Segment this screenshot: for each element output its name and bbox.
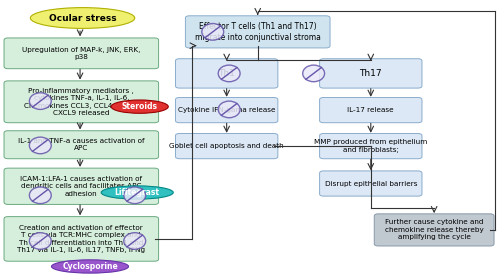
- Ellipse shape: [30, 7, 134, 28]
- Text: Effector T cells (Th1 and Th17)
migrate into conjunctival stroma: Effector T cells (Th1 and Th17) migrate …: [195, 22, 320, 42]
- Text: Ocular stress: Ocular stress: [48, 14, 116, 22]
- Text: Th17: Th17: [360, 69, 382, 78]
- Ellipse shape: [101, 186, 173, 199]
- Ellipse shape: [124, 187, 146, 204]
- Text: MMP produced from epithelium
and fibroblasts;: MMP produced from epithelium and fibrobl…: [314, 139, 428, 153]
- FancyBboxPatch shape: [186, 16, 330, 48]
- Text: Creation and activation of effector
T cells via TCR:MHC complex and
Th cell diff: Creation and activation of effector T ce…: [17, 225, 146, 253]
- FancyBboxPatch shape: [4, 38, 158, 69]
- Text: Th1: Th1: [218, 69, 235, 78]
- Ellipse shape: [124, 233, 146, 249]
- FancyBboxPatch shape: [176, 59, 278, 88]
- FancyBboxPatch shape: [320, 171, 422, 196]
- FancyBboxPatch shape: [4, 168, 158, 204]
- Ellipse shape: [30, 233, 51, 249]
- Text: Lifitegrast: Lifitegrast: [114, 188, 160, 197]
- Text: Pro-inflammatory mediators ,
cytokines TNF-a, IL-1, IL-6,
Chemokines CCL3, CCL4,: Pro-inflammatory mediators , cytokines T…: [24, 88, 138, 116]
- FancyBboxPatch shape: [374, 214, 494, 246]
- Ellipse shape: [52, 260, 128, 273]
- Ellipse shape: [30, 93, 51, 109]
- FancyBboxPatch shape: [320, 59, 422, 88]
- Ellipse shape: [202, 24, 224, 40]
- FancyBboxPatch shape: [4, 217, 158, 261]
- Text: Goblet cell apoptosis and death: Goblet cell apoptosis and death: [170, 143, 284, 149]
- Text: Cyclosporine: Cyclosporine: [62, 262, 118, 271]
- FancyBboxPatch shape: [4, 131, 158, 159]
- Ellipse shape: [30, 137, 51, 154]
- FancyBboxPatch shape: [176, 98, 278, 123]
- Text: ICAM-1:LFA-1 causes activation of
dendritic cells and facilitates APC
adhesion: ICAM-1:LFA-1 causes activation of dendri…: [20, 176, 142, 197]
- FancyBboxPatch shape: [4, 81, 158, 123]
- Text: Cytokine IFN-gama release: Cytokine IFN-gama release: [178, 107, 276, 113]
- Ellipse shape: [111, 100, 168, 113]
- FancyBboxPatch shape: [320, 134, 422, 159]
- Text: Disrupt epithelial barriers: Disrupt epithelial barriers: [324, 181, 417, 186]
- FancyBboxPatch shape: [176, 134, 278, 159]
- FancyBboxPatch shape: [320, 98, 422, 123]
- Text: Further cause cytokine and
chemokine release thereby
amplifying the cycle: Further cause cytokine and chemokine rel…: [385, 219, 484, 240]
- Text: Upregulation of MAP-k, JNK, ERK,
p38: Upregulation of MAP-k, JNK, ERK, p38: [22, 47, 141, 60]
- Ellipse shape: [218, 65, 240, 82]
- Ellipse shape: [30, 187, 51, 204]
- Ellipse shape: [302, 65, 324, 82]
- Text: IL-1 and TNF-a causes activation of
APC: IL-1 and TNF-a causes activation of APC: [18, 138, 144, 152]
- Text: Steroids: Steroids: [122, 102, 158, 111]
- Text: IL-17 release: IL-17 release: [348, 107, 394, 113]
- Ellipse shape: [218, 101, 240, 118]
